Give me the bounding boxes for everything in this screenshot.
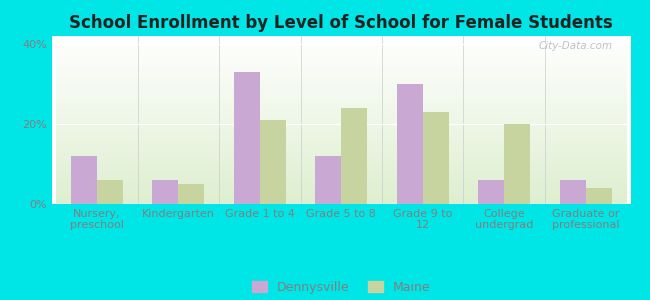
Bar <box>478 180 504 204</box>
Bar <box>504 124 530 204</box>
Bar <box>586 188 612 204</box>
Bar <box>560 180 586 204</box>
Bar <box>396 84 422 204</box>
Bar <box>315 156 341 204</box>
Bar <box>260 120 286 204</box>
Legend: Dennysville, Maine: Dennysville, Maine <box>247 276 436 298</box>
Bar <box>152 180 178 204</box>
Bar <box>71 156 97 204</box>
Bar <box>234 72 260 204</box>
Bar <box>178 184 204 204</box>
Bar <box>341 108 367 204</box>
Title: School Enrollment by Level of School for Female Students: School Enrollment by Level of School for… <box>70 14 613 32</box>
Text: City-Data.com: City-Data.com <box>539 41 613 51</box>
Bar <box>422 112 448 204</box>
Bar <box>97 180 123 204</box>
